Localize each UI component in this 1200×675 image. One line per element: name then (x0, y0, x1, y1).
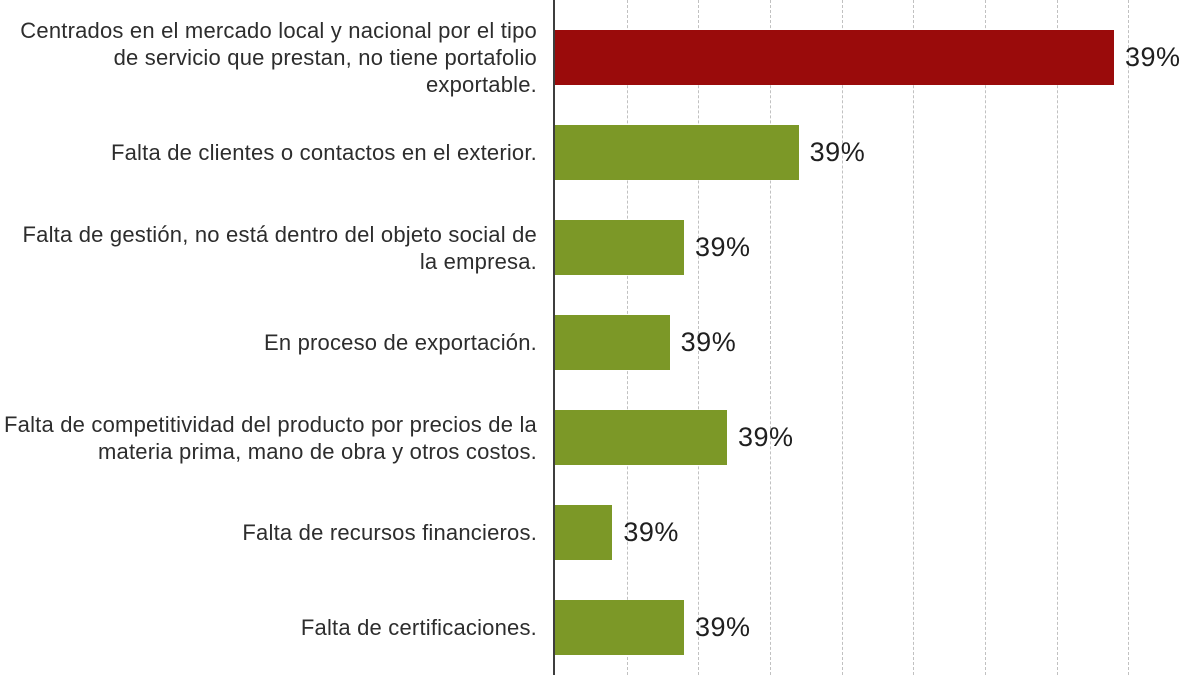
y-axis-line (553, 0, 555, 675)
bar-area: 39% (553, 390, 1200, 485)
bar (555, 30, 1114, 85)
bar (555, 220, 684, 275)
bar-area: 39% (553, 200, 1200, 295)
gridline (698, 0, 700, 675)
gridline (1056, 0, 1058, 675)
bar-area: 39% (553, 105, 1200, 200)
value-label: 39% (1125, 42, 1181, 72)
category-label: Falta de competitividad del producto por… (4, 411, 537, 464)
category-label: Falta de gestión, no está dentro del obj… (22, 221, 537, 274)
chart-row: Falta de certificaciones. 39% (0, 580, 1200, 675)
bar (555, 600, 684, 655)
gridline (985, 0, 986, 675)
bar (555, 315, 670, 370)
chart-row: Falta de gestión, no está dentro del obj… (0, 200, 1200, 295)
value-label: 39% (623, 517, 679, 547)
value-label: 39% (809, 137, 866, 167)
category-label: En proceso de exportación. (263, 330, 537, 355)
chart-row: Falta de competitividad del producto por… (0, 390, 1200, 485)
category-label: Falta de certificaciones. (300, 615, 537, 640)
category-label: Falta de recursos financieros. (242, 520, 537, 545)
gridline (1128, 0, 1130, 675)
bar (555, 505, 613, 560)
gridline (913, 0, 915, 675)
chart-row: Centrados en el mercado local y nacional… (0, 10, 1200, 105)
bar-area: 39% (553, 10, 1200, 105)
bar (555, 125, 799, 180)
category-label: Falta de clientes o contactos en el exte… (110, 140, 537, 165)
gridline (841, 0, 843, 675)
bar-area: 39% (553, 485, 1200, 580)
bar (555, 410, 727, 465)
value-label: 39% (695, 612, 751, 642)
value-label: 39% (738, 422, 794, 452)
gridline (770, 0, 771, 675)
bar-area: 39% (553, 580, 1200, 675)
category-label: Centrados en el mercado local y nacional… (20, 18, 537, 97)
value-label: 39% (695, 232, 751, 262)
bar-area: 39% (553, 295, 1200, 390)
chart-row: En proceso de exportación. 39% (0, 295, 1200, 390)
chart-row: Falta de recursos financieros. 39% (0, 485, 1200, 580)
value-label: 39% (680, 327, 737, 357)
chart-row: Falta de clientes o contactos en el exte… (0, 105, 1200, 200)
